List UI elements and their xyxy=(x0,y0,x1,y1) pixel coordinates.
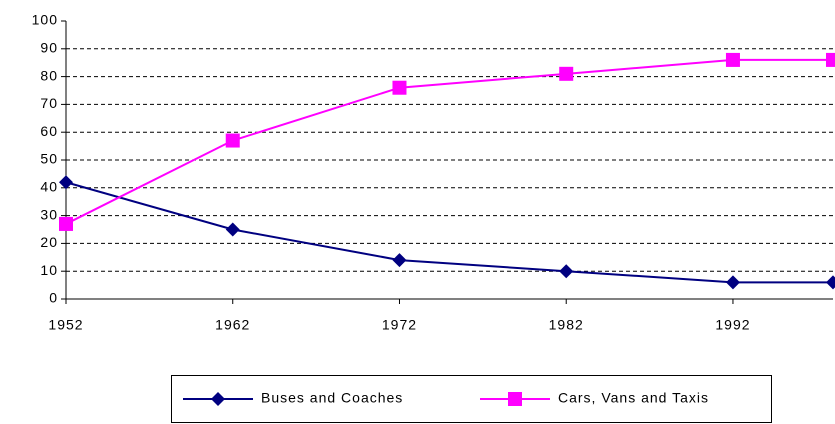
x-tick-label: 1982 xyxy=(549,317,584,333)
data-point xyxy=(392,80,407,95)
data-point xyxy=(725,275,740,290)
y-tick-label: 0 xyxy=(49,290,58,306)
legend-label: Cars, Vans and Taxis xyxy=(558,390,709,406)
data-point xyxy=(559,264,574,279)
y-tick-label: 70 xyxy=(40,95,58,111)
data-point xyxy=(826,52,835,67)
x-tick-label: 1952 xyxy=(48,317,83,333)
y-tick-label: 20 xyxy=(40,234,58,250)
data-point xyxy=(59,216,73,231)
legend-marker xyxy=(211,392,225,406)
legend-box xyxy=(171,375,772,423)
data-point xyxy=(826,275,835,290)
data-point xyxy=(559,66,574,81)
y-tick-label: 60 xyxy=(40,123,58,139)
y-tick-label: 50 xyxy=(40,151,58,167)
y-tick-label: 30 xyxy=(40,206,58,222)
series-line xyxy=(65,181,833,284)
x-tick-label: 1962 xyxy=(215,317,250,333)
y-tick-label: 90 xyxy=(40,40,58,56)
y-tick-label: 100 xyxy=(32,12,58,28)
x-tick-label: 1992 xyxy=(715,317,750,333)
data-point xyxy=(225,133,240,148)
y-tick-label: 40 xyxy=(40,179,58,195)
data-point xyxy=(225,222,240,237)
y-tick-label: 10 xyxy=(40,262,58,278)
x-tick-label: 1972 xyxy=(382,317,417,333)
legend-marker xyxy=(508,392,522,406)
legend-label: Buses and Coaches xyxy=(261,390,403,406)
data-point xyxy=(725,52,740,67)
data-point xyxy=(59,175,73,190)
y-tick-label: 80 xyxy=(40,67,58,83)
series-line xyxy=(65,58,833,225)
data-point xyxy=(392,253,407,268)
